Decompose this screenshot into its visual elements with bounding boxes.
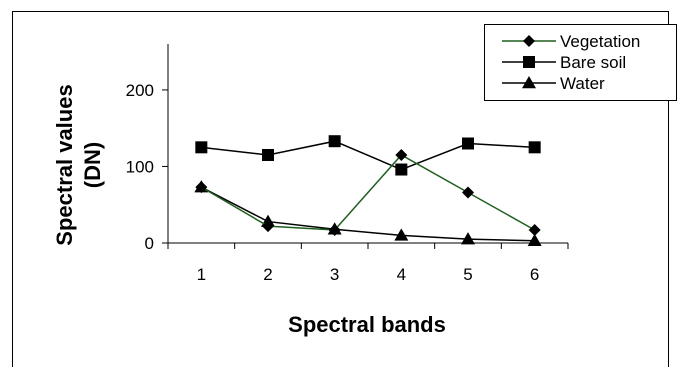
- series-vegetation: [195, 148, 541, 236]
- series-layer: [194, 135, 542, 246]
- y-axis-title-line2: (DN): [80, 142, 105, 188]
- x-tick-label: 3: [330, 265, 339, 284]
- legend-label: Bare soil: [560, 53, 626, 72]
- x-tick-label: 4: [397, 265, 406, 284]
- data-point-bare-soil: [395, 163, 408, 176]
- x-axis-ticks: 1 2 3 4 5 6: [167, 243, 569, 284]
- series-bare-soil: [195, 135, 541, 176]
- data-point-bare-soil: [262, 148, 274, 161]
- x-tick-label: 1: [197, 265, 206, 284]
- legend-label: Water: [560, 74, 605, 93]
- data-point-vegetation: [328, 223, 341, 236]
- legend-swatch-marker: [522, 76, 536, 89]
- y-axis-title-line1: Spectral values: [52, 84, 77, 245]
- legend-item-water: Water: [502, 74, 605, 93]
- data-point-bare-soil: [528, 141, 541, 154]
- series-line-bare-soil: [201, 140, 535, 171]
- legend-items: Vegetation Bare soil Water: [502, 32, 640, 93]
- data-point-bare-soil: [328, 135, 341, 148]
- data-point-vegetation: [195, 181, 208, 194]
- legend-item-vegetation: Vegetation: [502, 32, 640, 51]
- y-tick-label: 200: [126, 81, 154, 100]
- y-axis-ticks: 0 100 200: [126, 81, 168, 253]
- data-point-water: [394, 228, 409, 241]
- legend-item-bare-soil: Bare soil: [502, 53, 626, 72]
- x-tick-label: 6: [530, 265, 539, 284]
- y-axis-title: Spectral values (DN): [52, 84, 105, 245]
- legend-swatch-marker: [523, 56, 535, 68]
- x-axis-title: Spectral bands: [288, 312, 446, 337]
- data-point-water: [527, 233, 542, 246]
- legend-swatch-marker: [523, 35, 535, 47]
- data-point-vegetation: [462, 186, 474, 199]
- legend: Vegetation Bare soil Water: [484, 24, 677, 101]
- data-point-vegetation: [528, 223, 541, 236]
- data-point-vegetation: [395, 148, 408, 161]
- data-point-bare-soil: [195, 141, 208, 154]
- x-tick-label: 5: [463, 265, 472, 284]
- series-line-vegetation: [200, 154, 536, 231]
- y-tick-label: 0: [145, 234, 154, 253]
- data-point-bare-soil: [462, 137, 474, 150]
- legend-label: Vegetation: [560, 32, 640, 51]
- data-point-vegetation: [262, 220, 274, 233]
- y-tick-label: 100: [126, 157, 154, 176]
- series-line-water: [200, 186, 535, 242]
- x-tick-label: 2: [263, 265, 272, 284]
- data-point-water: [461, 232, 475, 245]
